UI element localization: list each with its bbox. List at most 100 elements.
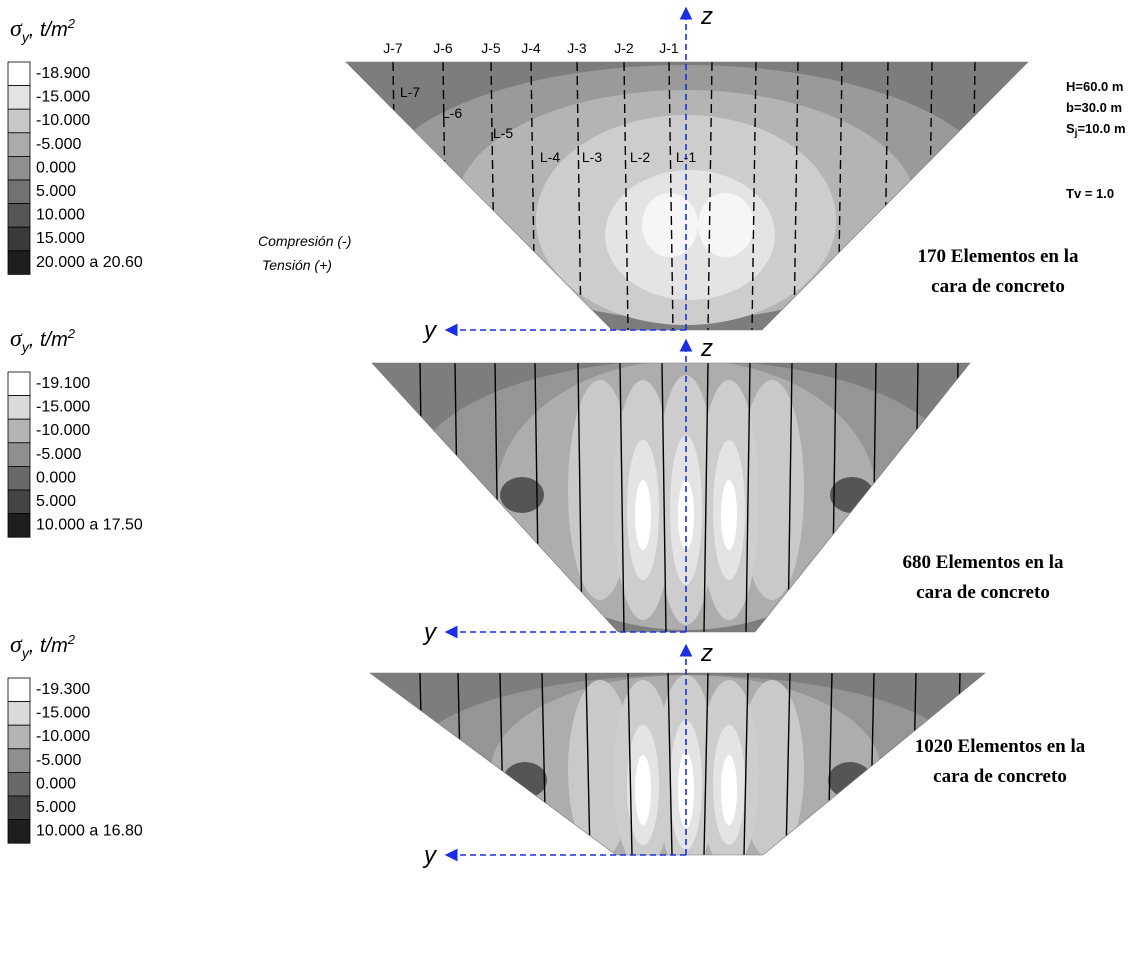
legend-entry: -18.900 [36,65,90,82]
axis-label: y [422,619,438,646]
legend-entry: 5.000 [36,493,76,510]
legend-swatch [7,772,31,797]
caption: 1020 Elementos en la [915,736,1086,757]
face-outline [345,61,1029,331]
legend-subscript: y [21,645,30,661]
legend-entry: -10.000 [36,112,90,129]
param: b=30.0 m [1066,100,1122,115]
param: Sj=10.0 m [1066,121,1126,139]
joint-line [787,363,793,632]
legend-unit: , t/m [29,635,68,657]
slab-label: L-1 [676,149,696,165]
contour [500,477,544,513]
slab-label: L-5 [493,125,513,141]
joint-label: J-2 [614,40,634,56]
param: Tv = 1.0 [1066,186,1114,201]
joint-line [703,363,709,632]
legend-entry: -10.000 [36,422,90,439]
contour [635,755,651,825]
slab-label: L-6 [442,105,462,121]
legend-exponent: 2 [67,16,76,31]
legend-swatch [7,442,31,467]
legend-entry: 10.000 a 17.50 [36,517,143,534]
caption: cara de concreto [916,582,1050,603]
joint-line [785,673,791,855]
joint-line [703,673,709,855]
caption: 170 Elementos en la [918,246,1079,267]
legend-entry: 20.000 a 20.60 [36,254,143,271]
param: j [1074,128,1078,139]
legend-swatch [7,226,31,252]
legend-swatch [7,203,31,228]
axis-label: z [700,335,713,362]
legend-entry: 5.000 [36,183,76,200]
note: Compresión (-) [258,233,351,249]
legend-swatch [7,489,31,515]
contour [828,762,872,798]
legend-swatch [7,179,31,205]
joint-line [667,673,673,855]
contour [721,480,737,550]
contour [642,193,698,257]
param: S [1066,121,1075,136]
joint-line [955,673,961,855]
legend-entry: 10.000 [36,207,85,224]
legend-entry: -5.000 [36,446,81,463]
caption: 680 Elementos en la [903,552,1064,573]
joint-line [707,62,713,330]
legend-swatch [7,108,31,134]
joint-line [530,62,536,330]
slab-label: L-7 [400,84,420,100]
joint-line [490,62,496,330]
legend-entry: -15.000 [36,705,90,722]
legend-entry: -19.100 [36,375,90,392]
legend-swatch [7,465,31,491]
face-outline [371,362,971,633]
joint-line [627,673,633,855]
joint-line [576,62,582,330]
joint-line [745,363,751,632]
legend-entry: 0.000 [36,775,76,792]
legend-entry: -5.000 [36,136,81,153]
legend-symbol: σ [10,16,23,42]
param: =10.0 m [1077,121,1125,136]
axis-label: y [422,842,438,869]
legend-swatch [7,724,31,750]
legend-entry: 10.000 a 16.80 [36,823,143,840]
joint-line [883,62,889,330]
legend-swatch [7,677,31,703]
caption: cara de concreto [931,276,1065,297]
joint-line [577,363,583,632]
legend-swatch [7,371,31,397]
contour [635,480,651,550]
slab-label: L-2 [630,149,650,165]
legend-entry: 0.000 [36,469,76,486]
legend-swatch [7,795,31,821]
legend-swatch [7,132,31,157]
legend-entry: -10.000 [36,728,90,745]
joint-label: J-3 [567,40,587,56]
legend-swatch [7,61,31,87]
legend-swatch [7,513,31,538]
legend-unit: , t/m [29,329,68,351]
contour [698,193,754,257]
legend-swatch [7,250,31,275]
joint-label: J-7 [383,40,403,56]
legend-exponent: 2 [67,632,76,647]
legend-subscript: y [21,29,30,45]
legend-entry: 5.000 [36,799,76,816]
joint-label: J-5 [481,40,501,56]
slab-label: L-3 [582,149,602,165]
joint-line [623,62,629,330]
joint-line [743,673,749,855]
contour-plot [372,363,970,632]
contour [678,480,694,550]
contour [503,762,547,798]
legend-subscript: y [21,339,30,355]
legend-entry: 0.000 [36,159,76,176]
joint-line [619,363,625,632]
face-outline [369,672,986,856]
legend-swatch [7,155,31,181]
caption: cara de concreto [933,766,1067,787]
legend-swatch [7,418,31,444]
